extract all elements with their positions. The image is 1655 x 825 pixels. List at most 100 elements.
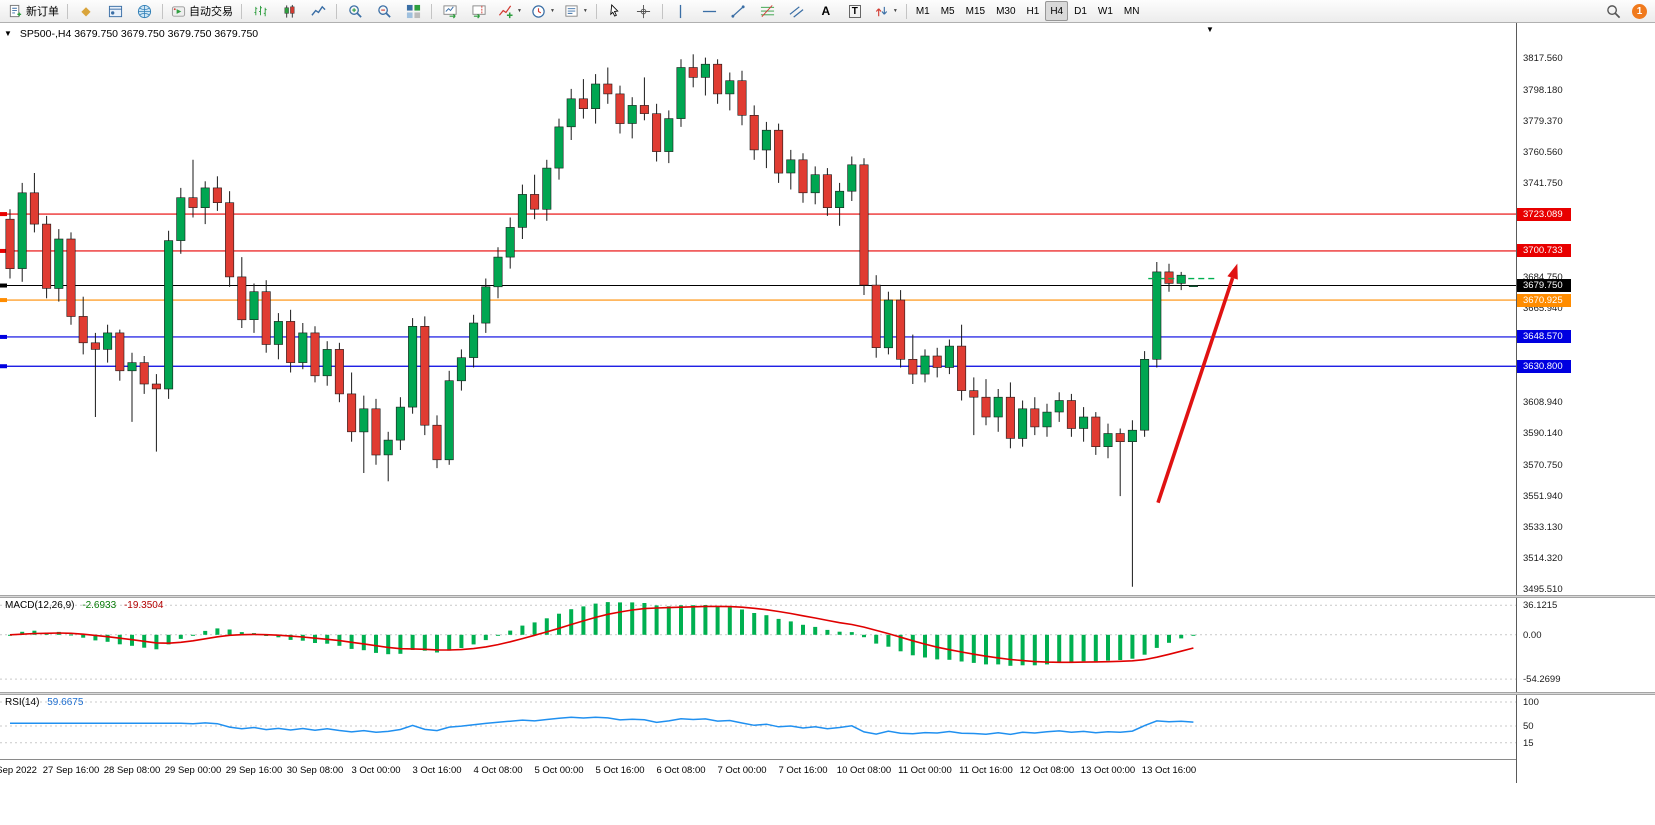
periods-button[interactable]: ▼ [527, 0, 559, 22]
templates-button[interactable]: ▼ [560, 0, 592, 22]
one-click-trading-toggle-icon[interactable]: ▼ [4, 29, 12, 38]
candle-body [456, 357, 466, 382]
label-tool-button[interactable]: T [841, 0, 869, 22]
candle-body [469, 322, 479, 358]
horizontal-line-tool-button[interactable] [696, 0, 724, 22]
vertical-line-tool-button[interactable] [667, 0, 695, 22]
price-axis-label: 3608.940 [1523, 397, 1563, 409]
fibonacci-tool-button[interactable] [754, 0, 782, 22]
candle-body [883, 299, 893, 349]
price-axis-label: 3741.750 [1523, 178, 1563, 190]
templates-icon [565, 4, 578, 17]
candle-body [200, 187, 210, 208]
candle-body [42, 223, 52, 289]
candle-body [1005, 396, 1015, 439]
zoom-out-button[interactable] [370, 0, 398, 22]
candle-body [713, 63, 723, 95]
macd-panel[interactable] [0, 598, 1516, 692]
crosshair-icon [637, 4, 651, 18]
candle-body [615, 93, 625, 124]
algo-trading-button[interactable]: 自动交易 [167, 0, 237, 22]
candle-body [822, 174, 832, 208]
candle-body [420, 325, 430, 426]
search-button[interactable] [1599, 0, 1627, 22]
candle-body [493, 256, 503, 288]
channel-tool-button[interactable] [783, 0, 811, 22]
candlestick-chart-button[interactable] [275, 0, 303, 22]
candle-body [5, 218, 15, 269]
indicators-button[interactable]: ▼ [494, 0, 526, 22]
time-axis-label: 11 Oct 16:00 [959, 765, 1013, 776]
panel-splitter[interactable] [0, 692, 1655, 695]
timeframe-m30-button[interactable]: M30 [996, 5, 1016, 17]
candle-body [835, 190, 845, 208]
candle-body [151, 383, 161, 390]
zoom-in-button[interactable] [341, 0, 369, 22]
timeframe-m1-button[interactable]: M1 [915, 5, 930, 17]
rsi-panel[interactable] [0, 695, 1516, 759]
text-tool-button[interactable]: A [812, 0, 840, 22]
new-order-button[interactable]: 新订单 [4, 0, 63, 22]
scroll-to-end-arrow-icon[interactable]: ▼ [1206, 25, 1214, 34]
panel-splitter[interactable] [0, 595, 1655, 598]
price-line-badge[interactable]: 3648.570 [1517, 330, 1571, 344]
timeframe-m15-button[interactable]: M15 [965, 5, 986, 17]
candle-body [127, 362, 137, 372]
timeframe-d1-button[interactable]: D1 [1074, 5, 1087, 17]
price-line-badge[interactable]: 3670.925 [1517, 293, 1571, 307]
candle-body [566, 98, 576, 128]
crosshair-tool-button[interactable] [630, 0, 658, 22]
candle-body [603, 83, 613, 95]
line-chart-button[interactable] [304, 0, 332, 22]
candle-body [1054, 400, 1064, 413]
timeframe-w1-button[interactable]: W1 [1097, 5, 1113, 17]
price-line-badge[interactable]: 3700.733 [1517, 244, 1571, 258]
bar-chart-button[interactable] [246, 0, 274, 22]
fibonacci-icon [761, 4, 775, 17]
notifications-badge[interactable]: 1 [1632, 3, 1647, 19]
navigator-button[interactable] [101, 0, 129, 22]
toolbar-separator [595, 3, 597, 19]
tile-windows-button[interactable] [399, 0, 427, 22]
price-line-badge[interactable]: 3679.750 [1517, 279, 1571, 293]
candle-body [957, 345, 967, 391]
candle-body [761, 129, 771, 151]
chart-shift-button[interactable] [465, 0, 493, 22]
candle-body [810, 174, 820, 194]
price-line-badge[interactable]: 3630.800 [1517, 359, 1571, 373]
terminal-button[interactable] [130, 0, 158, 22]
chevron-down-icon: ▼ [517, 8, 522, 14]
toolbar-separator [241, 3, 242, 19]
timeframe-m5-button[interactable]: M5 [940, 5, 955, 17]
rsi-line [10, 716, 1194, 736]
candle-body [774, 129, 784, 174]
candle-body [1030, 408, 1040, 428]
candle-body [1127, 429, 1137, 443]
time-axis-label: 7 Oct 00:00 [717, 765, 767, 776]
time-axis-label: 12 Oct 08:00 [1019, 765, 1075, 776]
arrows-tool-button[interactable]: ▼ [870, 0, 902, 22]
macd-axis-label: 36.1215 [1523, 600, 1558, 612]
toolbar-separator [661, 3, 663, 19]
auto-scroll-button[interactable] [436, 0, 464, 22]
time-axis-label: 11 Oct 00:00 [898, 765, 952, 776]
price-axis-label: 3533.130 [1523, 522, 1563, 534]
candle-body [444, 380, 454, 461]
timeframe-h4-button[interactable]: H4 [1045, 1, 1069, 21]
candle-body [554, 126, 564, 169]
candle-body [1079, 416, 1089, 429]
macd-signal-line [9, 605, 1194, 664]
price-chart-canvas[interactable] [0, 23, 1516, 595]
trend-arrow-annotation[interactable] [1156, 263, 1238, 504]
time-axis-label: 6 Oct 08:00 [656, 765, 706, 776]
price-axis[interactable]: 3817.560 3798.180 3779.370 3760.560 3741.750… [1516, 23, 1655, 783]
market-watch-button[interactable]: ◆ [72, 0, 100, 22]
timeframe-h1-button[interactable]: H1 [1026, 5, 1040, 17]
candle-body [1091, 416, 1101, 448]
cursor-tool-button[interactable] [601, 0, 629, 22]
market-watch-icon: ◆ [81, 4, 91, 18]
trendline-tool-button[interactable] [725, 0, 753, 22]
price-line-badge[interactable]: 3723.089 [1517, 207, 1571, 221]
timeframe-mn-button[interactable]: MN [1123, 5, 1140, 17]
